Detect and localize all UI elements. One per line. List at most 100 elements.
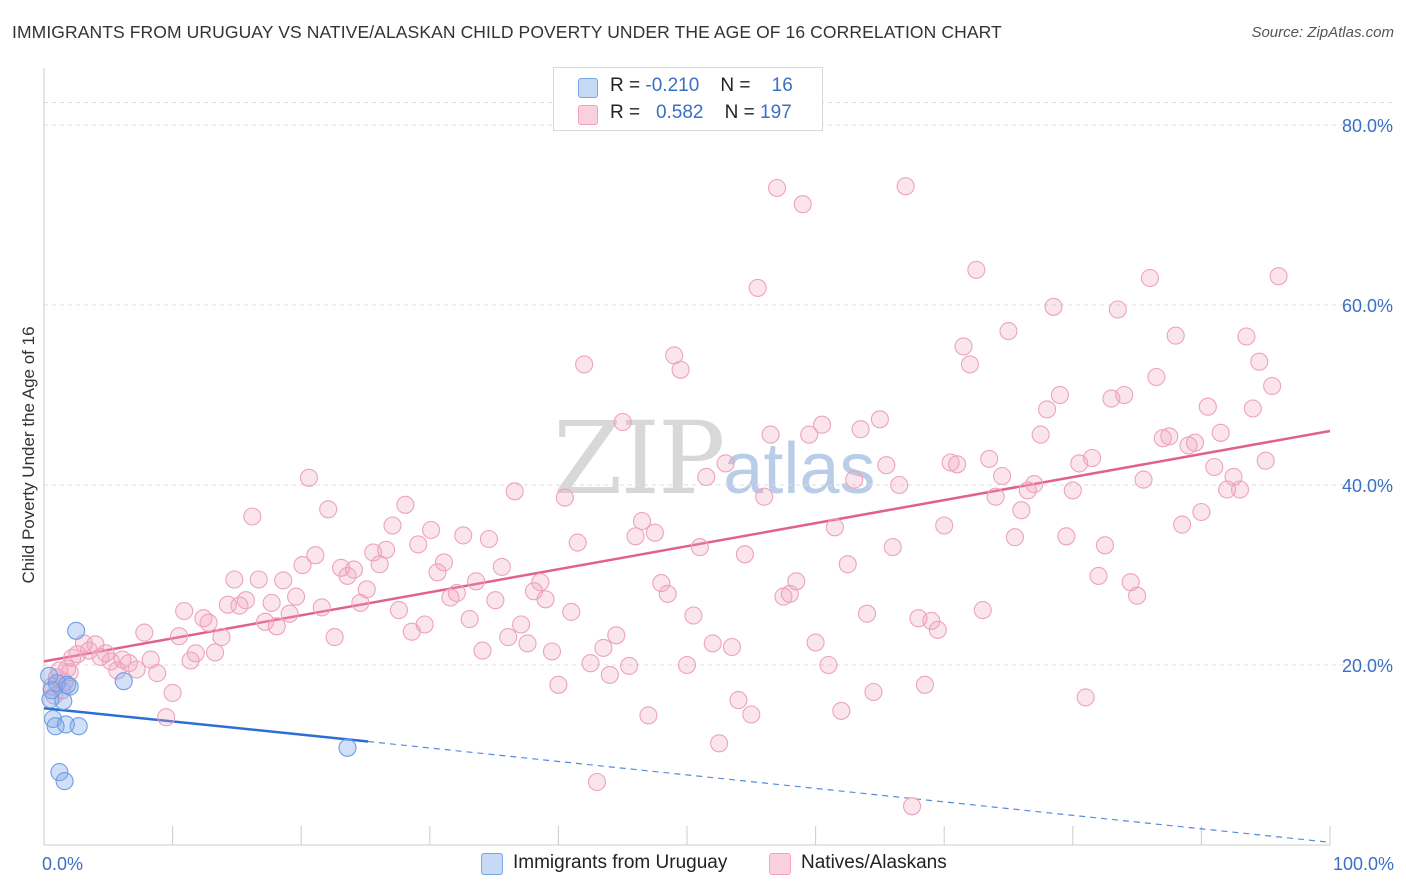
legend-n-value-1: 16: [771, 75, 793, 96]
legend-r-label-2: R =: [610, 102, 641, 123]
point-natives-151: [973, 601, 992, 620]
point-natives-172: [1108, 300, 1127, 319]
point-natives-136: [877, 456, 896, 475]
legend-r-label-1: R =: [610, 75, 641, 96]
point-natives-193: [1243, 399, 1262, 418]
point-natives-22: [148, 664, 167, 683]
point-natives-130: [838, 555, 857, 574]
point-natives-192: [1237, 327, 1256, 346]
point-natives-87: [562, 602, 581, 621]
point-natives-97: [626, 527, 645, 546]
point-natives-145: [935, 516, 954, 535]
point-natives-48: [312, 598, 331, 617]
point-natives-40: [262, 593, 281, 612]
point-natives-28: [186, 644, 205, 663]
point-natives-70: [454, 526, 473, 545]
point-uruguay-10: [58, 675, 77, 694]
point-natives-154: [993, 466, 1012, 486]
point-natives-133: [857, 604, 877, 623]
point-natives-71: [460, 610, 479, 629]
point-natives-112: [722, 637, 742, 657]
x-tick-label-1: 100.0%: [1333, 854, 1394, 874]
point-natives-140: [902, 797, 922, 816]
point-natives-180: [1160, 427, 1179, 446]
point-natives-184: [1185, 433, 1205, 452]
point-natives-179: [1153, 429, 1172, 448]
trend-uruguay-dashed: [368, 740, 1331, 843]
point-natives-132: [851, 420, 870, 439]
point-natives-67: [434, 553, 453, 572]
point-natives-148: [954, 337, 973, 356]
point-natives-64: [415, 615, 434, 634]
point-uruguay-13: [69, 717, 88, 736]
legend-swatch-natives: [578, 105, 598, 125]
point-natives-188: [1211, 423, 1230, 442]
point-natives-114: [735, 545, 754, 564]
point-natives-46: [299, 468, 318, 487]
source-credit: Source: ZipAtlas.com: [1251, 24, 1394, 41]
correlation-legend: R = -0.210 N = 16 R = 0.582 N = 197: [553, 67, 823, 131]
point-natives-89: [575, 355, 594, 374]
y-axis-label: Child Poverty Under the Age of 16: [19, 326, 38, 583]
point-natives-86: [555, 488, 574, 507]
point-natives-34: [225, 570, 244, 589]
point-uruguay-15: [338, 738, 357, 757]
point-natives-94: [607, 626, 626, 645]
point-natives-164: [1057, 527, 1076, 546]
point-natives-36: [236, 591, 255, 610]
point-natives-117: [755, 487, 774, 506]
point-natives-196: [1263, 376, 1282, 396]
point-natives-197: [1269, 267, 1288, 286]
point-natives-150: [967, 260, 986, 279]
point-natives-155: [999, 322, 1018, 341]
point-natives-32: [212, 628, 231, 647]
point-uruguay-11: [60, 677, 79, 696]
point-natives-125: [806, 633, 825, 652]
point-natives-109: [703, 634, 722, 653]
point-natives-63: [409, 535, 428, 554]
point-natives-58: [377, 540, 396, 559]
point-natives-99: [639, 706, 658, 725]
point-natives-119: [767, 178, 787, 198]
point-natives-139: [896, 177, 915, 196]
watermark-zip: ZIP: [553, 400, 725, 517]
tick-labels: 20.0% 40.0% 60.0% 80.0% 0.0% 100.0%: [42, 116, 1394, 874]
point-natives-134: [864, 682, 883, 702]
point-natives-113: [729, 691, 748, 710]
point-natives-49: [319, 500, 338, 519]
y-tick-label-3: 80.0%: [1342, 116, 1393, 136]
point-natives-61: [396, 495, 415, 514]
point-uruguay-6: [50, 763, 69, 782]
point-natives-182: [1173, 515, 1192, 534]
point-natives-153: [986, 487, 1005, 506]
point-natives-16: [108, 661, 127, 680]
point-natives-169: [1089, 566, 1108, 585]
point-natives-116: [748, 278, 767, 297]
y-tick-label-1: 40.0%: [1342, 476, 1393, 496]
point-natives-108: [697, 467, 716, 486]
point-natives-20: [135, 623, 154, 642]
point-natives-60: [389, 601, 408, 620]
point-natives-163: [1050, 385, 1069, 405]
point-natives-156: [1005, 528, 1024, 547]
point-natives-55: [357, 580, 376, 599]
point-natives-187: [1205, 457, 1224, 477]
point-natives-159: [1025, 475, 1044, 494]
point-natives-72: [467, 572, 486, 591]
point-natives-102: [658, 584, 677, 603]
point-natives-149: [960, 355, 979, 374]
point-natives-91: [587, 772, 607, 792]
point-natives-45: [293, 556, 312, 575]
point-uruguay-12: [67, 621, 86, 640]
legend-n-label-1: N =: [720, 75, 751, 96]
point-natives-76: [492, 557, 511, 576]
point-natives-42: [274, 571, 293, 590]
point-natives-96: [620, 656, 639, 675]
point-natives-98: [632, 511, 652, 531]
point-natives-127: [819, 655, 838, 675]
point-natives-144: [928, 620, 947, 639]
point-natives-23: [157, 708, 176, 727]
point-natives-53: [344, 560, 363, 579]
point-natives-123: [793, 195, 812, 214]
point-natives-111: [716, 454, 735, 473]
